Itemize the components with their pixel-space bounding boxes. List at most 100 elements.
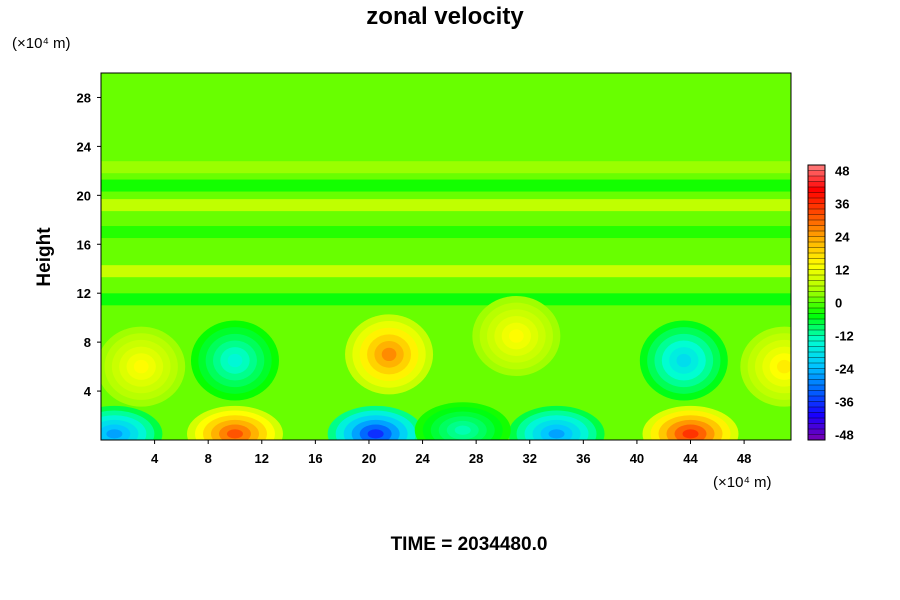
velocity-contour [776,359,791,374]
x-axis-ticks: 4 8 12 16 20 24 28 32 36 40 44 48 [151,440,751,466]
y-axis-label: Height [34,227,55,287]
colorbar-segment [808,319,825,325]
colorbar-tick-label: 24 [835,230,850,245]
colorbar-segment [808,280,825,287]
colorbar-segment [808,401,825,408]
colorbar-segment [808,308,825,314]
colorbar-segment [808,297,825,303]
colorbar-tick-label: -24 [835,362,855,377]
colorbar-ticks: 48 36 24 12 0 -12 -24 -36 -48 [835,164,855,443]
x-tick-label: 40 [630,451,644,466]
velocity-contour [367,429,384,439]
colorbar-segment [808,209,825,215]
colorbar-segment [808,346,825,353]
y-tick-label: 16 [77,237,91,252]
colorbar-tick-label: -36 [835,395,854,410]
colorbar-segment [808,390,825,397]
colorbar-segment [808,418,825,424]
colorbar-segment [808,231,825,237]
colorbar-segment [808,357,825,364]
velocity-contour [676,353,692,368]
colorbar-segment [808,379,825,386]
colorbar-segment [808,176,825,182]
colorbar-segment [808,187,825,193]
colorbar [807,164,826,441]
colorbar-segment [808,434,825,441]
velocity-contour [227,353,243,368]
velocity-band [101,179,791,192]
y-tick-label: 4 [84,384,92,399]
velocity-contour [682,429,699,439]
x-tick-label: 48 [737,451,751,466]
colorbar-segment [808,291,825,298]
colorbar-tick-label: 48 [835,164,849,179]
colorbar-segment [808,368,825,375]
x-tick-label: 8 [205,451,212,466]
x-tick-label: 36 [576,451,590,466]
colorbar-segment [808,170,825,177]
x-axis-unit: (×10⁴ m) [713,474,772,491]
colorbar-segment [808,198,825,204]
colorbar-segment [808,352,825,358]
velocity-contour [133,359,149,374]
colorbar-segment [808,423,825,430]
colorbar-segment [808,363,825,369]
velocity-band [101,293,791,306]
colorbar-segment [808,264,825,270]
x-tick-label: 32 [523,451,537,466]
velocity-band [101,161,791,174]
colorbar-segment [808,412,825,419]
y-tick-label: 28 [77,90,91,105]
velocity-contour [548,429,565,439]
velocity-band [101,199,791,212]
x-tick-label: 20 [362,451,376,466]
colorbar-segment [808,385,825,391]
colorbar-segment [808,302,825,309]
contour-field [101,73,791,440]
colorbar-tick-label: -12 [835,329,854,344]
plot-frame [100,72,792,441]
colorbar-tick-label: -48 [835,428,854,443]
colorbar-segment [808,214,825,221]
colorbar-frame [807,164,826,441]
velocity-contour [106,429,123,439]
colorbar-segment [808,242,825,248]
velocity-contour [226,429,243,439]
y-tick-label: 20 [77,188,91,203]
velocity-band [101,265,791,278]
colorbar-segment [808,330,825,336]
y-tick-label: 8 [84,335,91,350]
velocity-contour [509,329,524,343]
time-label: TIME = 2034480.0 [391,534,548,555]
velocity-contour [454,425,471,435]
colorbar-tick-label: 12 [835,263,849,278]
colorbar-segment [808,181,825,188]
y-axis-unit: (×10⁴ m) [12,35,71,52]
colorbar-segment [808,374,825,380]
x-tick-label: 12 [255,451,269,466]
x-tick-label: 28 [469,451,483,466]
colorbar-segment [808,275,825,281]
colorbar-segment [808,236,825,243]
colorbar-segment [808,253,825,259]
colorbar-segment [808,192,825,199]
colorbar-segment [808,165,825,171]
colorbar-segment [808,258,825,265]
x-tick-label: 44 [683,451,698,466]
x-tick-label: 16 [308,451,322,466]
colorbar-segment [808,313,825,320]
chart-title: zonal velocity [366,3,524,30]
colorbar-segment [808,225,825,232]
colorbar-tick-label: 36 [835,197,849,212]
colorbar-segment [808,203,825,210]
colorbar-segment [808,247,825,254]
velocity-band [101,226,791,239]
y-tick-label: 24 [77,139,92,154]
colorbar-segment [808,335,825,342]
y-tick-label: 12 [77,286,91,301]
colorbar-segment [808,407,825,413]
colorbar-segment [808,341,825,347]
colorbar-segment [808,286,825,292]
velocity-contour [381,347,397,362]
